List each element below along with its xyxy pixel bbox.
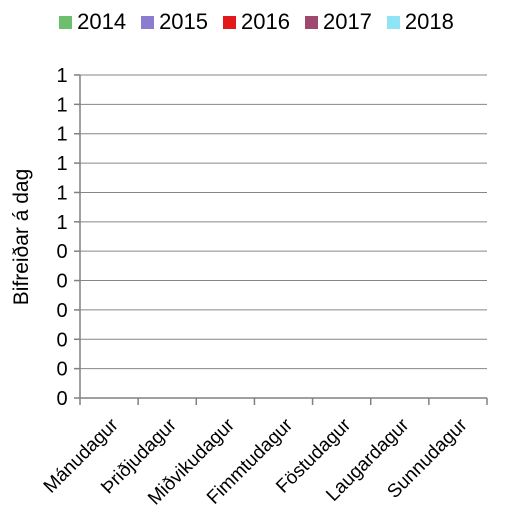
- legend-item: 2017: [304, 8, 372, 36]
- y-tick-label: 1: [56, 65, 67, 87]
- legend-swatch: [59, 15, 73, 29]
- legend-label: 2014: [77, 9, 127, 34]
- legend-label: 2015: [159, 9, 209, 34]
- y-tick-label: 0: [56, 329, 67, 351]
- gridlines: [80, 74, 487, 370]
- y-tick-label: 1: [56, 212, 67, 234]
- y-axis-title: Bifreiðar á dag: [10, 169, 33, 306]
- legend: 2014 2015 2016 2017 2018: [0, 8, 513, 36]
- legend-item: 2014: [59, 8, 126, 36]
- legend-label: 2018: [404, 9, 454, 34]
- x-axis-tick-labels: MánudagurÞriðjudagurMiðvikudagurFimmtuda…: [40, 414, 472, 509]
- legend-swatch: [223, 15, 237, 29]
- legend-swatch: [141, 15, 155, 29]
- legend-label: 2016: [241, 9, 290, 34]
- y-tick-label: 1: [56, 94, 67, 116]
- x-axis-ticks: [79, 398, 488, 405]
- y-tick-label: 1: [56, 153, 67, 175]
- legend-swatch: [386, 15, 400, 29]
- y-tick-label: 0: [56, 388, 67, 410]
- y-tick-label: 0: [56, 359, 67, 381]
- y-tick-label: 1: [56, 124, 67, 146]
- legend-item: 2016: [223, 8, 290, 36]
- legend-item: 2015: [141, 8, 208, 36]
- y-axis-tick-labels: 0 0 0 0 0 0 1 1 1 1 1 1: [56, 65, 80, 410]
- y-tick-label: 0: [56, 300, 67, 322]
- y-tick-label: 0: [56, 271, 67, 293]
- legend-label: 2017: [322, 9, 372, 34]
- legend-item: 2018: [386, 8, 454, 36]
- y-tick-label: 0: [56, 241, 67, 263]
- y-tick-label: 1: [56, 182, 67, 204]
- legend-swatch: [304, 15, 318, 29]
